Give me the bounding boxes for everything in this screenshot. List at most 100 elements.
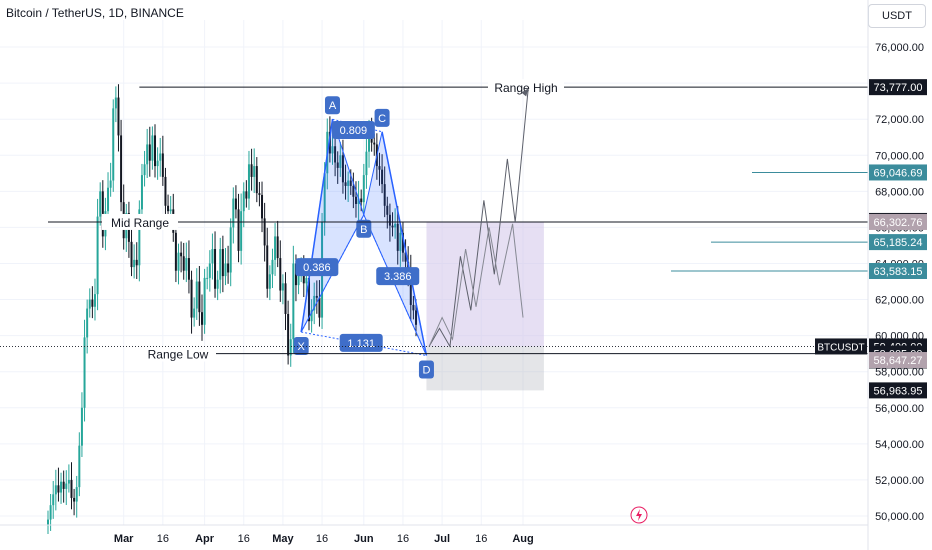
candle-body [224, 263, 227, 277]
candle-body [261, 194, 264, 219]
pattern-point-d-bg [418, 360, 434, 379]
projection-path [428, 88, 529, 349]
candle-body [159, 153, 162, 161]
pattern-ratio-bg [339, 333, 383, 352]
candle-body [120, 135, 123, 203]
candle-body [394, 223, 397, 228]
candle-body [253, 166, 256, 177]
y-tick-label: 52,000.00 [875, 475, 924, 487]
candle-body [161, 153, 164, 177]
candle-body [88, 299, 91, 309]
candle-body [221, 249, 224, 277]
candle-body [219, 249, 222, 280]
price-badge-bg [869, 234, 927, 251]
candle-body [362, 175, 365, 203]
candle-body [138, 209, 141, 266]
price-badge-bg [869, 79, 927, 96]
candle-body [187, 258, 190, 280]
candle-body [263, 218, 266, 246]
candle-body [258, 193, 261, 195]
pattern-ratio-line [301, 331, 427, 356]
currency-button[interactable]: USDT [868, 4, 926, 28]
pattern-ratio: 3.386 [384, 271, 412, 283]
y-tick-label: 56,000.00 [875, 403, 924, 415]
candle-body [78, 445, 81, 488]
candle-body [227, 263, 230, 273]
candle-body [344, 182, 347, 186]
y-tick-label: 58,000.00 [875, 367, 924, 379]
candle-body [365, 151, 368, 176]
candle-body [318, 297, 321, 318]
candle-body [167, 205, 170, 212]
candle-body [313, 295, 316, 311]
candle-body [148, 144, 151, 161]
candle-body [302, 270, 305, 284]
pattern-point-b: B [360, 224, 367, 236]
candle-body [99, 191, 102, 217]
level-label: Range Low [148, 348, 209, 362]
candle-body [73, 497, 76, 502]
candle-body [274, 236, 277, 260]
y-tick-label: 70,000.00 [875, 150, 924, 162]
candle-body [396, 223, 399, 251]
candle-body [250, 164, 253, 177]
y-tick-label: 50,000.00 [875, 511, 924, 523]
candle-body [373, 142, 376, 145]
candle-body [276, 236, 279, 259]
candle-body [62, 481, 65, 489]
x-tick-label: 16 [238, 533, 250, 545]
candle-body [331, 146, 334, 154]
symbol-tag: BTCUSDT [817, 342, 864, 353]
x-tick-label: May [272, 533, 294, 545]
price-badge-bg [869, 352, 927, 369]
candle-body [169, 209, 172, 212]
y-tick-label: 54,000.00 [875, 439, 924, 451]
candle-body [195, 281, 198, 309]
candle-body [216, 279, 219, 289]
candle-body [200, 312, 203, 325]
y-tick-label: 72,000.00 [875, 114, 924, 126]
candle-body [336, 162, 339, 168]
candle-body [287, 313, 290, 356]
candle-body [378, 166, 381, 170]
candle-body [383, 184, 386, 206]
candle-body [360, 198, 363, 203]
pattern-leg [381, 131, 428, 356]
pattern-ratio: 0.386 [303, 262, 331, 274]
chart-title: Bitcoin / TetherUS, 1D, BINANCE [6, 6, 184, 20]
level-label-bg [102, 213, 178, 230]
candle-body [381, 169, 384, 185]
pattern-point-b-bg [356, 219, 372, 238]
candle-body [112, 108, 115, 181]
candle-body [70, 479, 73, 498]
candle-body [140, 175, 143, 210]
price-badge: 73,777.00 [874, 82, 923, 94]
candle-body [52, 494, 55, 506]
pattern-point-x: X [297, 341, 305, 353]
level-label-bg [488, 79, 564, 96]
candle-body [281, 283, 284, 291]
x-tick-label: Jun [354, 533, 374, 545]
candle-body [185, 258, 188, 271]
projection-box [426, 221, 544, 347]
candles [47, 84, 418, 535]
candle-body [93, 294, 96, 307]
x-tick-label: Jul [434, 533, 450, 545]
candle-body [232, 198, 235, 228]
chart-background [0, 20, 868, 525]
price-badge: 63,583.15 [874, 266, 923, 278]
candle-body [130, 241, 133, 268]
candle-body [47, 519, 49, 525]
candle-body [180, 252, 183, 257]
lightning-icon [636, 509, 642, 521]
pattern-point-c-bg [374, 108, 390, 127]
y-tick-label: 68,000.00 [875, 186, 924, 198]
price-badge-bg [869, 263, 927, 280]
candle-body [310, 310, 313, 322]
pattern-xab [300, 119, 365, 333]
symbol-tag-bg [815, 338, 867, 355]
pattern-ratio-bg [295, 258, 339, 277]
price-badge: 65,185.24 [874, 237, 923, 249]
y-tick-label: 76,000.00 [875, 42, 924, 54]
